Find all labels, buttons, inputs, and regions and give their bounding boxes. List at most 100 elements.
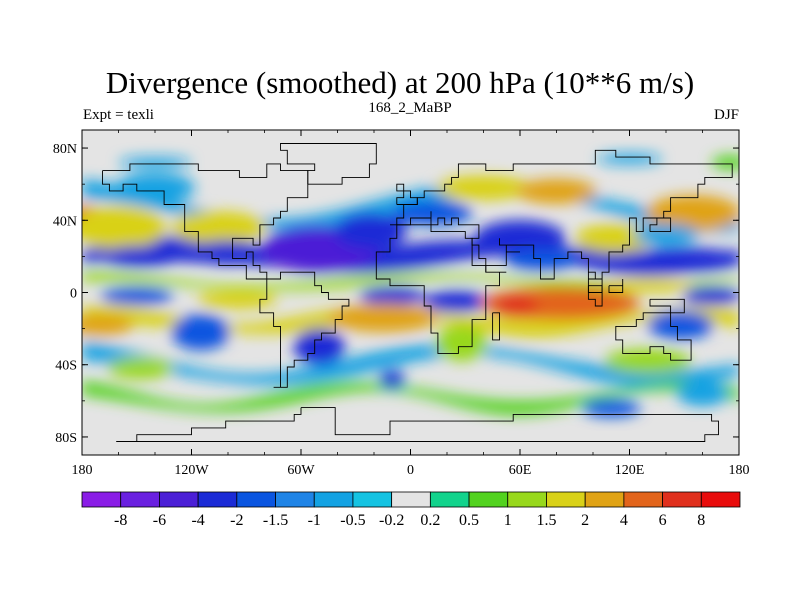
field-blob-37 (647, 310, 714, 340)
field-blob-16 (516, 178, 597, 204)
y-tick-label: 40N (53, 214, 77, 229)
field-blob-14 (392, 200, 473, 226)
colorbar-label: -2 (230, 512, 243, 529)
x-tick-label: 0 (407, 463, 414, 478)
x-axis: 180 120W 60W 0 60E 120E 180 (72, 130, 750, 478)
colorbar-box (313, 491, 354, 508)
field-blob-8 (114, 173, 196, 203)
field-blob-30 (494, 296, 539, 318)
field-blob-26 (197, 290, 278, 309)
coastline-12 (649, 298, 685, 314)
field-blob-10 (100, 245, 181, 268)
expt-label: Expt = texli (83, 107, 154, 123)
field-blob-27 (423, 290, 489, 313)
colorbar-label: 0.2 (420, 512, 440, 529)
colorbar-box (352, 491, 393, 508)
x-tick-label: 120W (174, 463, 209, 478)
coastline-9 (649, 217, 672, 233)
coastline-3 (390, 149, 733, 293)
colorbar-label: -1 (308, 512, 321, 529)
colorbar-box (120, 491, 160, 508)
chart-title: Divergence (smoothed) at 200 hPa (10**6 … (106, 65, 694, 100)
field-blob-22 (625, 247, 739, 273)
colorbar-box (197, 491, 238, 508)
coastline-0 (102, 163, 309, 280)
colorbar-label: 1.5 (536, 512, 556, 529)
field-band-5 (82, 380, 739, 416)
field-blob-23 (604, 278, 692, 293)
colorbar-label: 6 (659, 512, 667, 529)
field-blob-18 (505, 249, 579, 271)
field-band-4 (82, 342, 739, 389)
colorbar-label: -6 (153, 512, 166, 529)
y-tick-label: 80S (55, 431, 77, 446)
colorbar-box (81, 491, 122, 508)
colorbar-box (623, 491, 663, 508)
coastline-10 (587, 285, 603, 307)
divergence-field (82, 153, 739, 418)
coastline-11 (608, 279, 624, 293)
field-blob-17 (474, 220, 566, 257)
x-tick-label: 60W (287, 463, 315, 478)
colorbar-label: -0.2 (379, 512, 404, 529)
field-blob-24 (682, 287, 739, 306)
field-blob-34 (293, 328, 345, 365)
field-blob-43 (596, 153, 663, 165)
coastline-8 (396, 183, 418, 205)
field-blob-20 (646, 195, 739, 232)
coastline-5 (615, 312, 692, 361)
colorbar-box (429, 491, 470, 508)
x-tick-label: 60E (509, 463, 532, 478)
field-blob-35 (436, 325, 488, 362)
colorbar-label: 2 (581, 512, 589, 529)
field-blob-13 (333, 213, 407, 250)
y-tick-label: 0 (70, 287, 77, 302)
coastline-6 (116, 407, 719, 442)
colorbar-label: -4 (191, 512, 204, 529)
colorbar-label: 1 (504, 512, 512, 529)
x-tick-label: 120E (615, 463, 645, 478)
colorbar-label: 8 (697, 512, 705, 529)
colorbar-label: -8 (114, 512, 127, 529)
y-tick-label: 40S (55, 359, 77, 374)
field-blob-36 (604, 348, 692, 374)
colorbar-box (662, 491, 702, 508)
field-blob-33 (171, 314, 230, 351)
colorbar-box (507, 491, 547, 508)
colorbar: -8 -6 -4 -2 -1.5 -1 -0.5 -0.2 0.2 0.5 1 1.5 2 4 6 8 (81, 491, 741, 529)
colorbar-box (546, 491, 586, 508)
colorbar-label: 0.5 (459, 512, 479, 529)
coastline-7 (492, 312, 500, 341)
colorbar-box (391, 491, 431, 508)
colorbar-box (275, 491, 315, 508)
field-band-1 (82, 236, 739, 277)
coastline-1 (259, 271, 350, 388)
coastline-4 (375, 224, 507, 354)
colorbar-box (584, 491, 625, 508)
field-blob-38 (107, 357, 174, 380)
colorbar-box (468, 491, 509, 508)
field-band-3 (82, 305, 739, 338)
field-blob-7 (82, 205, 166, 250)
colorbar-label: -1.5 (263, 512, 288, 529)
coastlines (102, 143, 733, 442)
colorbar-box (159, 491, 199, 508)
colorbar-box (700, 491, 741, 508)
coastline-2 (280, 143, 377, 185)
field-blob-19 (574, 223, 656, 253)
field-blob-32 (82, 314, 134, 336)
colorbar-box (236, 491, 276, 508)
field-blob-42 (118, 157, 192, 168)
x-tick-label: 180 (729, 463, 750, 478)
field-blob-41 (676, 381, 729, 407)
field-blob-39 (379, 370, 406, 389)
case-label: 168_2_MaBP (368, 100, 451, 116)
field-blob-28 (359, 287, 426, 306)
field-blob-40 (582, 399, 641, 418)
field-blob-15 (436, 175, 531, 201)
colorbar-label: -0.5 (340, 512, 365, 529)
field-blob-31 (328, 303, 438, 333)
field-shapes (82, 153, 739, 418)
y-axis: 80N 40N 0 40S 80S (53, 142, 739, 446)
